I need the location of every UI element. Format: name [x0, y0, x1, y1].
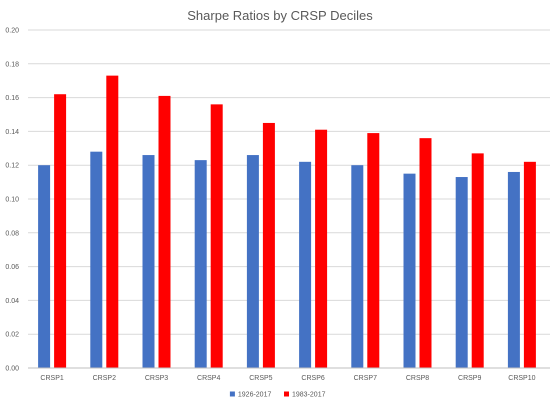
- y-tick-label: 0.18: [5, 61, 19, 68]
- y-tick-label: 0.08: [5, 230, 19, 237]
- x-tick-label: CRSP9: [458, 375, 481, 382]
- bar-1983-2017-CRSP2: [106, 75, 119, 368]
- bar-1926-2017-CRSP8: [403, 173, 416, 368]
- bar-1926-2017-CRSP7: [351, 165, 364, 368]
- y-tick-label: 0.20: [5, 28, 19, 35]
- bar-1983-2017-CRSP8: [419, 138, 432, 368]
- x-tick-label: CRSP3: [145, 375, 168, 382]
- bar-1926-2017-CRSP10: [507, 171, 520, 368]
- x-tick-label: CRSP2: [93, 375, 116, 382]
- x-tick-label: CRSP10: [508, 375, 535, 382]
- x-tick-label: CRSP4: [197, 375, 220, 382]
- x-tick-label: CRSP1: [40, 375, 63, 382]
- y-axis-ticks: 0.00 0.02 0.04 0.06 0.08 0.10 0.12 0.14 0.16 0.18…: [5, 28, 19, 373]
- bar-1926-2017-CRSP6: [299, 161, 312, 368]
- y-tick-label: 0.14: [5, 129, 19, 136]
- x-tick-label: CRSP5: [249, 375, 272, 382]
- x-tick-label: CRSP7: [354, 375, 377, 382]
- legend-label: 1926-2017: [238, 392, 272, 399]
- x-axis-ticks: CRSP1 CRSP2 CRSP3 CRSP4 CRSP5 CRSP6 CRSP7 CRSP8…: [40, 375, 535, 382]
- legend-swatch: [284, 391, 289, 397]
- bar-1983-2017-CRSP1: [54, 94, 67, 368]
- bar-1983-2017-CRSP10: [523, 161, 536, 368]
- y-tick-label: 0.06: [5, 264, 19, 271]
- y-tick-label: 0.02: [5, 332, 19, 339]
- y-tick-label: 0.12: [5, 163, 19, 170]
- y-tick-label: 0.10: [5, 197, 19, 204]
- legend: 1926-2017 1983-2017: [229, 391, 326, 399]
- bar-1983-2017-CRSP3: [158, 95, 171, 368]
- y-tick-label: 0.16: [5, 95, 19, 102]
- bar-1926-2017-CRSP2: [90, 151, 103, 368]
- bar-1983-2017-CRSP4: [210, 104, 223, 369]
- bar-1926-2017-CRSP4: [194, 160, 207, 368]
- bar-1983-2017-CRSP9: [471, 153, 484, 368]
- chart-title: Sharpe Ratios by CRSP Deciles: [187, 8, 373, 23]
- bars: [38, 75, 536, 369]
- bar-1983-2017-CRSP5: [262, 122, 275, 368]
- bar-1926-2017-CRSP1: [38, 165, 51, 368]
- bar-1926-2017-CRSP3: [142, 155, 155, 368]
- bar-1926-2017-CRSP5: [246, 155, 259, 368]
- bar-1983-2017-CRSP6: [315, 129, 328, 368]
- legend-swatch: [229, 391, 235, 397]
- x-tick-label: CRSP8: [406, 375, 429, 382]
- y-tick-label: 0.04: [5, 298, 19, 305]
- legend-label: 1983-2017: [292, 392, 326, 399]
- x-tick-label: CRSP6: [301, 375, 324, 382]
- bar-1926-2017-CRSP9: [455, 177, 468, 368]
- y-tick-label: 0.00: [5, 366, 19, 373]
- bar-1983-2017-CRSP7: [367, 133, 380, 368]
